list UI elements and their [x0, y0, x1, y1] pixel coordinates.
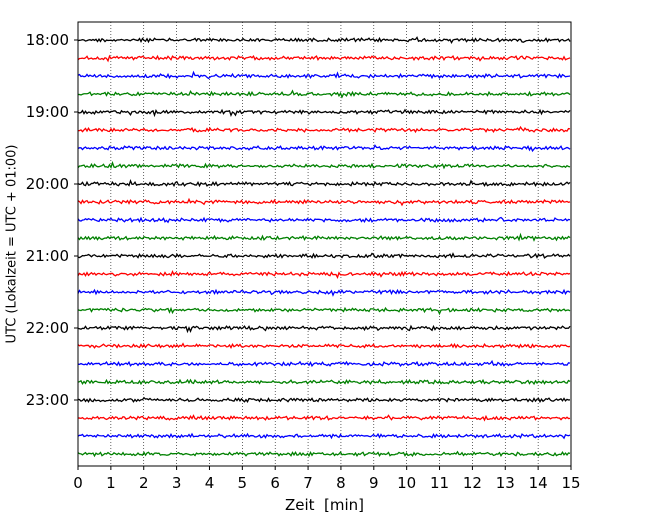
trace-line — [77, 359, 571, 368]
x-tick-label: 5 — [238, 474, 248, 492]
x-tick-label: 15 — [561, 474, 580, 492]
y-tick-label: 21:00 — [26, 247, 69, 265]
x-tick-label: 3 — [172, 474, 182, 492]
trace-line — [77, 108, 571, 118]
x-tick-label: 13 — [496, 474, 515, 492]
x-tick-label: 8 — [336, 474, 346, 492]
trace-line — [77, 70, 571, 80]
trace-line — [77, 396, 571, 404]
trace-line — [77, 432, 571, 440]
trace-line — [77, 324, 571, 334]
trace-line — [77, 378, 571, 386]
x-tick-label: 11 — [430, 474, 449, 492]
trace-line — [77, 288, 571, 297]
y-tick-label: 22:00 — [26, 319, 69, 337]
x-tick-label: 9 — [369, 474, 379, 492]
trace-line — [77, 36, 571, 45]
trace-line — [77, 178, 571, 188]
x-tick-label: 12 — [463, 474, 482, 492]
x-tick-label: 6 — [270, 474, 280, 492]
y-axis-label: UTC (Lokalzeit = UTC + 01:00) — [5, 145, 20, 344]
x-tick-label: 7 — [303, 474, 313, 492]
x-tick-label: 10 — [397, 474, 416, 492]
x-tick-label: 2 — [139, 474, 149, 492]
grid-lines — [110, 22, 539, 466]
trace-line — [77, 342, 571, 350]
x-axis-label: Zeit [min] — [285, 496, 364, 514]
trace-line — [77, 89, 571, 99]
y-tick-label: 19:00 — [26, 103, 69, 121]
x-tick-label: 14 — [529, 474, 548, 492]
trace-line — [77, 160, 571, 170]
plot-frame — [77, 21, 572, 467]
y-tick-label: 23:00 — [26, 391, 69, 409]
trace-line — [77, 450, 571, 458]
trace-line — [77, 306, 571, 316]
trace-line — [77, 197, 571, 207]
trace-line — [77, 252, 571, 259]
trace-line — [77, 54, 571, 63]
trace-line — [77, 232, 571, 242]
x-tick-label: 1 — [106, 474, 116, 492]
y-axis-ticks: 18:00 19:00 20:00 21:00 22:00 23:00 — [26, 31, 78, 409]
x-tick-label: 4 — [205, 474, 215, 492]
y-tick-label: 20:00 — [26, 175, 69, 193]
trace-line — [77, 414, 571, 422]
x-tick-label: 0 — [73, 474, 83, 492]
trace-line — [77, 269, 571, 279]
trace-line — [77, 216, 571, 224]
seismic-traces — [77, 36, 571, 458]
y-tick-label: 18:00 — [26, 31, 69, 49]
x-axis-ticks: 0 1 2 3 4 5 6 7 8 9 10 11 12 13 14 15 — [73, 466, 581, 492]
trace-line — [77, 125, 571, 134]
trace-line — [77, 144, 571, 153]
